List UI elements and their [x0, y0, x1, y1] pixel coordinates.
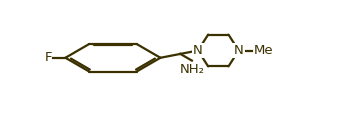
Text: Me: Me: [254, 44, 273, 57]
Text: N: N: [234, 44, 244, 57]
Text: N: N: [193, 44, 203, 57]
Text: F: F: [44, 51, 52, 64]
Text: NH₂: NH₂: [180, 63, 205, 76]
